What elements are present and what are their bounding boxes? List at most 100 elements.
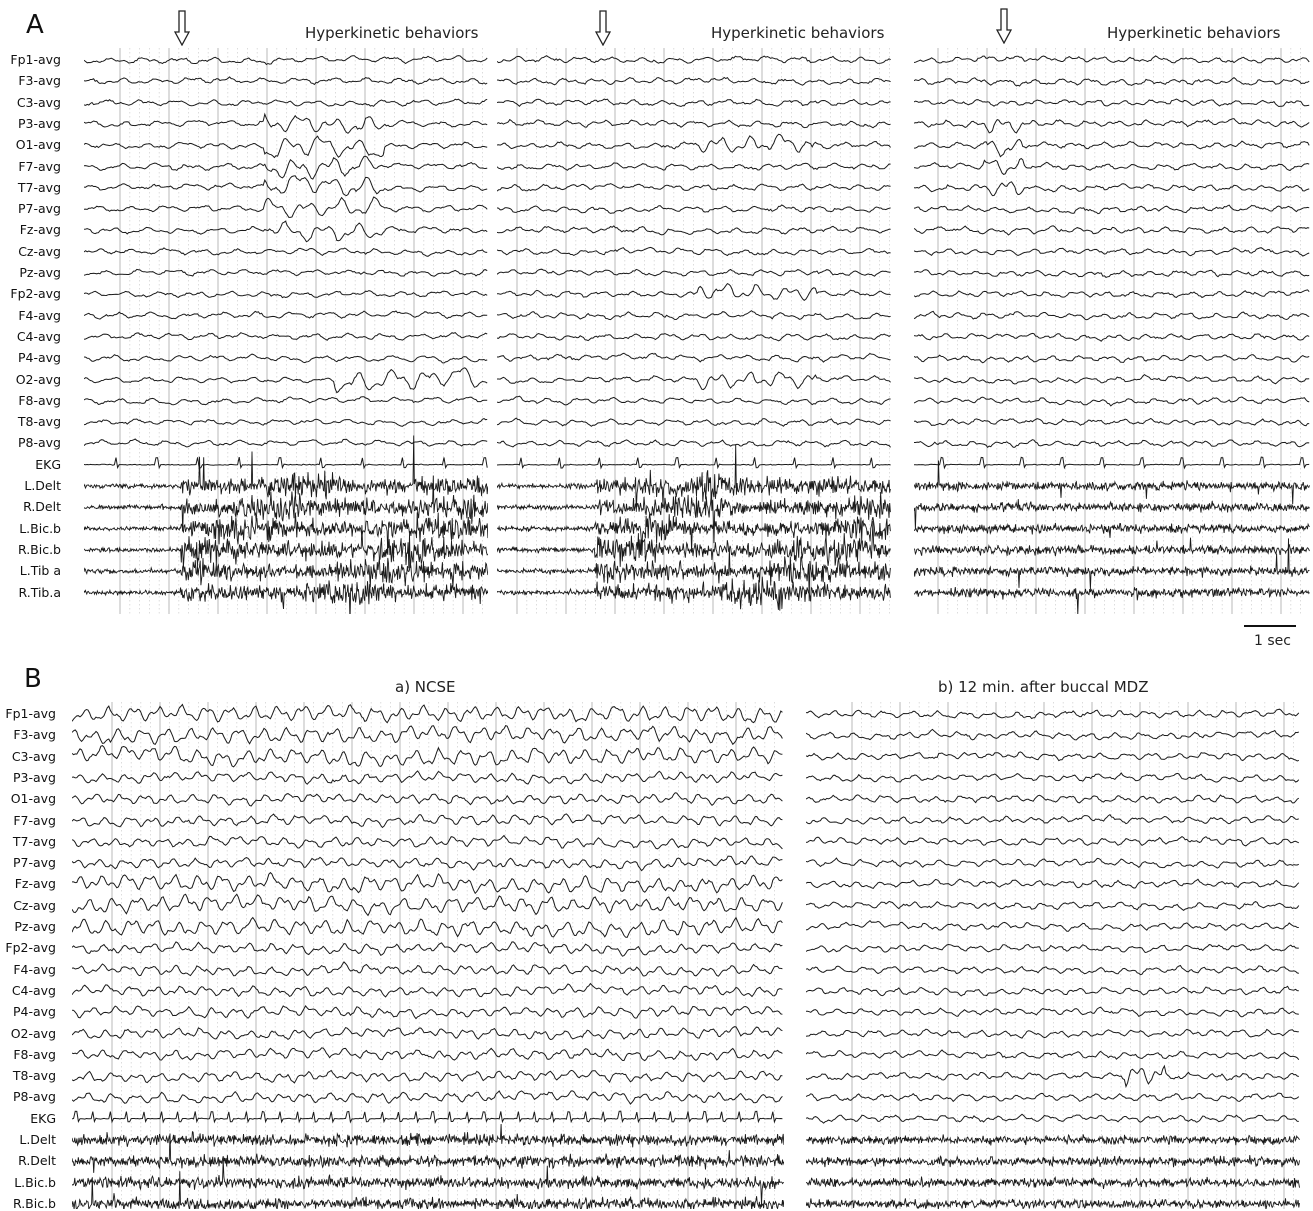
channel-trace: [72, 1005, 783, 1020]
channel-trace: [806, 920, 1299, 932]
channel-trace: [497, 395, 891, 406]
channel-trace: [84, 55, 488, 66]
channel-label: P7-avg: [13, 855, 56, 871]
channel-trace: [72, 1090, 783, 1105]
channel-trace: [84, 525, 488, 569]
channel-trace: [914, 55, 1310, 64]
channel-trace: [72, 961, 783, 977]
channel-trace: [497, 417, 891, 427]
channel-trace: [497, 268, 891, 277]
channel-trace: [84, 418, 488, 427]
panel-a-trace-segment-2: [497, 48, 891, 614]
channel-trace: [497, 521, 891, 567]
channel-label: Fp1-avg: [5, 706, 56, 721]
channel-label: Fp2-avg: [5, 940, 56, 956]
channel-trace: [497, 491, 891, 544]
channel-label: L.Delt: [19, 1132, 56, 1147]
channel-trace: [914, 537, 1310, 557]
channel-trace: [497, 118, 891, 129]
channel-trace: [806, 1154, 1300, 1168]
panel-a-trace-segment-3: [914, 48, 1310, 614]
scale-bar: [1244, 625, 1296, 627]
channel-trace: [497, 133, 891, 153]
channel-trace: [497, 444, 891, 512]
channel-label: L.Delt: [24, 478, 61, 493]
channel-trace: [84, 247, 488, 257]
channel-trace: [914, 289, 1310, 299]
channel-label: T7-avg: [12, 833, 56, 849]
panel-b-title-right: b) 12 min. after buccal MDZ: [938, 678, 1149, 696]
channel-trace: [914, 204, 1310, 215]
channel-label: F8-avg: [18, 392, 61, 408]
channel-trace: [497, 310, 891, 321]
channel-trace: [914, 499, 1310, 530]
channel-trace: [806, 1028, 1299, 1039]
channel-trace: [497, 352, 891, 363]
channel-label: F4-avg: [18, 307, 61, 323]
channel-trace: [84, 220, 488, 243]
channel-label: EKG: [30, 1110, 56, 1126]
channel-label: O2-avg: [15, 371, 61, 387]
channel-trace: [914, 439, 1310, 448]
channel-trace: [806, 1049, 1300, 1061]
channel-trace: [806, 985, 1299, 997]
channel-label: P3-avg: [18, 115, 61, 131]
channel-trace: [72, 855, 783, 872]
channel-label: Pz-avg: [14, 919, 56, 934]
channel-label: C3-avg: [11, 748, 56, 764]
channel-trace: [84, 112, 488, 134]
channel-trace: [806, 1198, 1300, 1209]
channel-trace: [914, 460, 1310, 505]
channel-label: Fz-avg: [19, 222, 61, 238]
channel-trace: [72, 724, 783, 746]
channel-label: R.Delt: [18, 1153, 56, 1169]
channel-trace: [72, 1110, 783, 1125]
channel-label: T7-avg: [17, 179, 61, 195]
channel-label: P8-avg: [13, 1089, 56, 1105]
channel-label: Cz-avg: [13, 897, 56, 913]
channel-trace: [84, 512, 488, 555]
channel-trace: [84, 332, 488, 341]
channel-trace: [72, 1047, 783, 1062]
channel-trace: [806, 857, 1300, 869]
channel-trace: [806, 1006, 1299, 1018]
channel-trace: [497, 76, 891, 86]
channel-trace: [497, 55, 891, 64]
channel-label: P4-avg: [13, 1004, 56, 1020]
channel-trace: [72, 1159, 784, 1206]
channel-trace: [497, 162, 891, 171]
channel-label: F4-avg: [13, 961, 56, 977]
channel-trace: [497, 548, 891, 602]
channel-label: Fp2-avg: [10, 286, 61, 302]
channel-trace: [497, 457, 891, 470]
channel-trace: [72, 745, 783, 768]
channel-trace: [84, 435, 488, 500]
channel-trace: [806, 1133, 1300, 1146]
channel-trace: [84, 557, 488, 588]
channel-trace: [72, 1026, 783, 1041]
channel-trace: [914, 373, 1310, 385]
channel-label: L.Tib a: [19, 563, 61, 579]
channel-trace: [914, 310, 1310, 321]
channel-label: T8-avg: [12, 1068, 56, 1084]
panel-b-title-left: a) NCSE: [395, 678, 456, 696]
channel-trace: [914, 538, 1310, 590]
channel-trace: [72, 941, 783, 957]
channel-trace: [497, 282, 891, 302]
channel-trace: [806, 751, 1299, 762]
channel-trace: [497, 204, 891, 214]
channel-trace: [84, 353, 488, 364]
panel-a-trace-segment-1: [84, 48, 488, 614]
channel-trace: [72, 703, 783, 724]
channel-label: R.Bic.b: [12, 1195, 56, 1211]
channel-label: T8-avg: [17, 414, 61, 430]
channel-trace: [914, 456, 1310, 470]
channel-label: P8-avg: [18, 435, 61, 451]
channel-trace: [72, 871, 783, 895]
channel-trace: [497, 576, 891, 611]
channel-trace: [497, 439, 891, 448]
channel-label: Fp1-avg: [10, 52, 61, 67]
channel-label: O1-avg: [10, 791, 56, 807]
channel-trace: [497, 246, 891, 257]
channel-trace: [806, 772, 1300, 783]
